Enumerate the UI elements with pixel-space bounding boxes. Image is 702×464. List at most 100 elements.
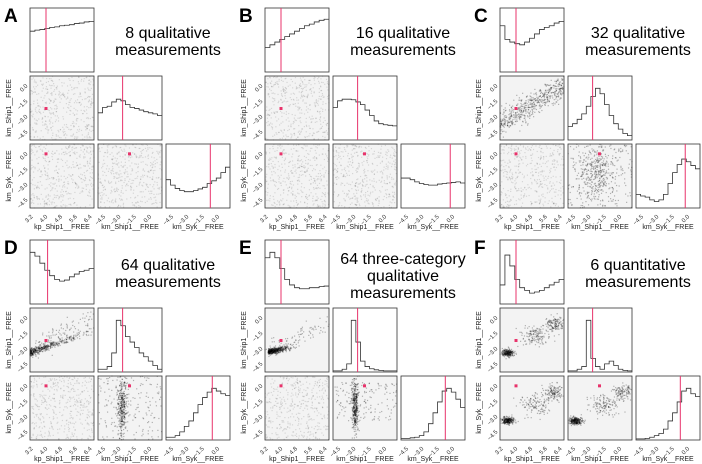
panel-A-density-syk-vs-kp-sample-273 <box>47 150 50 152</box>
panel-A-density-ship-vs-kp-sample-60 <box>47 88 49 90</box>
panel-A-density-syk-vs-kp-sample-5 <box>79 154 81 156</box>
panel-B-density-syk-vs-ship-sample-249 <box>339 147 341 149</box>
panel-A-density-ship-vs-kp-sample-371 <box>29 111 32 113</box>
panel-C-density-syk-vs-ship-sample-67 <box>596 176 598 179</box>
panel-D-density-ship-vs-kp-sample-509 <box>52 329 54 331</box>
panel-B-density-syk-vs-kp-sample-289 <box>265 151 267 153</box>
panel-C-density-ship-vs-kp-sample-280 <box>523 110 525 112</box>
panel-B-density-syk-vs-ship-sample-337 <box>357 162 360 164</box>
panel-C-density-syk-vs-ship-sample-130 <box>604 172 606 174</box>
panel-A-y-axis-label-ship: km_Ship1__FREE <box>6 79 13 137</box>
panel-D-density-ship-vs-kp-sample-371 <box>39 350 41 352</box>
panel-C-density-ship-vs-kp-sample-110 <box>510 121 513 123</box>
panel-C-density-syk-vs-kp-sample-216 <box>508 151 510 153</box>
panel-B-density-syk-vs-ship-sample-178 <box>393 183 396 185</box>
panel-C-density-syk-vs-ship-sample-361 <box>602 174 605 176</box>
panel-C-density-syk-vs-ship-sample-227 <box>582 152 584 154</box>
panel-C-density-syk-vs-ship-sample-507 <box>578 188 580 190</box>
panel-C-density-syk-vs-ship-sample-8 <box>590 168 592 170</box>
panel-C-density-ship-vs-kp-sample-297 <box>524 110 526 112</box>
panel-C-density-ship-vs-kp-sample-184 <box>561 79 563 81</box>
panel-C-density-syk-vs-kp-sample-134 <box>529 162 531 165</box>
panel-B-density-syk-vs-ship-sample-191 <box>339 202 341 204</box>
panel-D-density-ship-vs-kp-sample-98 <box>29 351 32 354</box>
panel-A-density-ship-vs-kp-sample-416 <box>68 101 70 103</box>
panel-C-density-ship-vs-kp-sample-96 <box>499 112 502 114</box>
panel-A-density-ship-vs-kp-sample-290 <box>44 102 47 104</box>
panel-D-density-ship-vs-kp-sample-3 <box>34 348 36 350</box>
panel-A-density-syk-vs-kp-sample-150 <box>50 182 52 184</box>
panel-B-density-syk-vs-kp-sample-336 <box>305 145 307 147</box>
panel-C-density-ship-vs-kp-sample-397 <box>554 95 556 97</box>
panel-C-density-ship-vs-kp-sample-97 <box>531 102 533 105</box>
panel-A-density-syk-vs-kp-sample-191 <box>56 190 58 192</box>
panel-A-density-ship-vs-kp-sample-342 <box>41 84 44 86</box>
panel-A-density-syk-vs-kp-sample-9 <box>49 190 52 192</box>
panel-D-density-ship-vs-kp-sample-302 <box>42 345 44 347</box>
panel-A-density-ship-vs-kp-sample-66 <box>86 125 88 127</box>
panel-B-density-syk-vs-ship-sample-188 <box>357 154 359 157</box>
panel-B-density-syk-vs-ship-sample-146 <box>379 171 381 173</box>
panel-C-density-syk-vs-kp-sample-227 <box>505 144 508 146</box>
panel-B-density-syk-vs-kp-sample-250 <box>266 199 268 201</box>
panel-B-density-ship-vs-kp-sample-382 <box>290 133 292 135</box>
panel-C-density-syk-vs-kp-sample-117 <box>551 163 553 165</box>
panel-A-density-syk-vs-ship-sample-145 <box>114 191 116 193</box>
panel-B-density-syk-vs-ship-sample-57 <box>376 197 379 199</box>
panel-C-density-syk-vs-ship-sample-328 <box>600 180 603 182</box>
panel-B-density-ship-vs-kp-sample-197 <box>267 114 270 116</box>
panel-B-density-syk-vs-ship-sample-408 <box>393 152 395 154</box>
panel-A-density-syk-vs-ship-sample-414 <box>114 145 116 147</box>
panel-A-density-ship-vs-kp-sample-376 <box>44 109 46 111</box>
panel-A-density-syk-vs-kp-sample-407 <box>45 203 47 205</box>
panel-A-density-syk-vs-kp-sample-318 <box>62 196 64 198</box>
panel-B-density-syk-vs-kp-sample-224 <box>288 206 290 208</box>
panel-A-density-ship-vs-kp-sample-210 <box>73 107 75 109</box>
panel-D-density-ship-vs-kp-sample-334 <box>49 342 52 344</box>
panel-C-density-ship-vs-kp-sample-219 <box>558 85 560 88</box>
panel-B-density-syk-vs-ship-sample-40 <box>380 191 382 193</box>
panel-B-density-syk-vs-kp-sample-256 <box>312 195 314 197</box>
panel-D-density-ship-vs-kp-sample-282 <box>30 353 32 355</box>
panel-B-density-syk-vs-ship-true-value-marker <box>363 152 367 156</box>
panel-C-density-syk-vs-ship-sample-376 <box>599 158 601 160</box>
panel-B-density-ship-vs-kp-sample-329 <box>278 78 280 81</box>
panel-C-density-syk-vs-ship-sample-106 <box>605 163 607 165</box>
panel-B-density-syk-vs-kp-sample-400 <box>321 201 323 203</box>
panel-A-density-syk-vs-ship-sample-210 <box>104 151 106 154</box>
panel-B-density-syk-vs-kp-sample-201 <box>309 175 312 177</box>
panel-A-density-syk-vs-kp-sample-384 <box>89 167 91 169</box>
panel-A-density-ship-vs-kp-sample-194 <box>44 123 46 125</box>
panel-A-density-syk-vs-kp-sample-151 <box>30 150 32 152</box>
panel-B-density-syk-vs-ship-sample-17 <box>386 189 388 191</box>
panel-B-density-syk-vs-kp-sample-309 <box>310 178 312 180</box>
panel-B-density-syk-vs-kp-sample-25 <box>320 178 322 180</box>
panel-D-density-ship-vs-kp-sample-376 <box>34 345 37 348</box>
panel-B-density-ship-vs-kp-sample-320 <box>292 98 295 101</box>
panel-C-density-syk-vs-kp-sample-66 <box>519 171 521 173</box>
panel-C-density-ship-vs-kp-sample-470 <box>543 97 545 99</box>
panel-A-density-syk-vs-ship-sample-213 <box>153 202 155 204</box>
panel-C-density-syk-vs-kp-bg <box>500 144 564 208</box>
panel-D-density-syk-vs-kp-sample-293 <box>89 401 91 403</box>
panel-A-density-syk-vs-ship-sample-365 <box>150 190 152 192</box>
panel-C-density-syk-vs-ship-sample-284 <box>592 167 594 170</box>
panel-C-density-syk-vs-kp-sample-49 <box>551 160 554 162</box>
panel-C-density-syk-vs-kp-sample-272 <box>540 165 542 168</box>
panel-B-density-syk-vs-ship-sample-264 <box>355 203 357 206</box>
panel-B-x-tick-kp-0: 3.2 <box>259 214 270 225</box>
panel-C-density-syk-vs-kp-sample-368 <box>539 201 541 203</box>
panel-D-density-syk-vs-kp-sample-289 <box>51 426 53 428</box>
panel-C-density-ship-vs-kp-sample-279 <box>516 114 518 116</box>
panel-D-density-ship-vs-kp-bg <box>30 308 94 372</box>
panel-D-density-ship-vs-kp-sample-65 <box>32 348 35 351</box>
panel-C-density-syk-vs-kp-sample-22 <box>514 187 517 190</box>
panel-C-density-ship-vs-kp-sample-188 <box>559 90 562 92</box>
panel-D-density-ship-vs-kp-sample-110 <box>30 354 32 357</box>
panel-D-density-syk-vs-kp-sample-134 <box>39 419 41 421</box>
panel-D-density-ship-vs-kp-sample-409 <box>30 347 32 349</box>
panel-A-density-syk-vs-kp-sample-312 <box>73 202 76 204</box>
panel-A-density-syk-vs-kp-sample-271 <box>78 186 80 189</box>
panel-C-density-ship-vs-kp-sample-367 <box>555 88 557 90</box>
panel-B-density-ship-vs-kp-sample-54 <box>292 87 294 89</box>
